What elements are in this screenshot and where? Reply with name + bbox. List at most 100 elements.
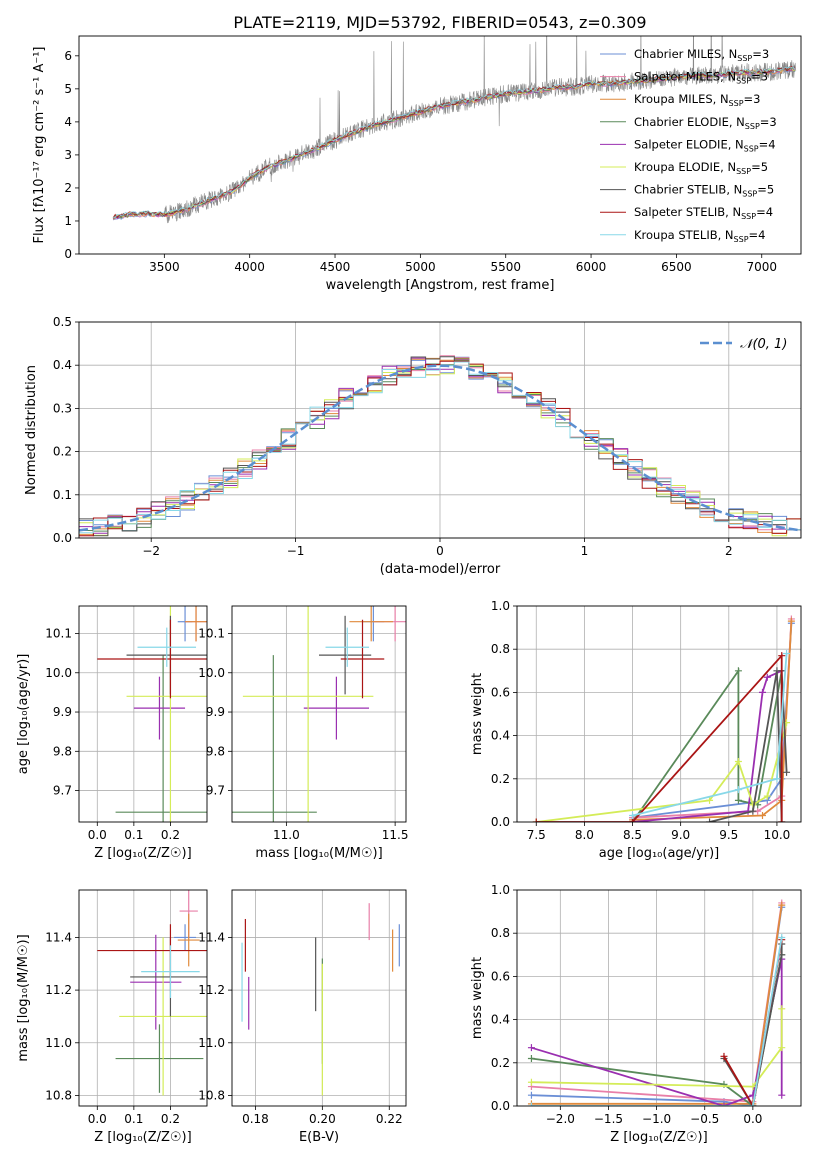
y-tick-label: 0.8 [491,926,510,940]
y-tick-label: 0.4 [491,1013,510,1027]
weight-marker-kroupa_elodie [778,1005,786,1013]
y-tick-label: 9.7 [53,784,72,798]
weight-marker-chabrier_elodie [734,667,742,675]
model-spectrum-kroupa_stelib [113,66,796,219]
gaussian-curve [79,364,801,532]
y-tick-label: 9.8 [206,744,225,758]
x-tick-label: −1.5 [594,1112,623,1126]
legend-label-chabrier_miles: Chabrier MILES, NSSP=3 [634,47,769,63]
mass_vs_Z-errorbars [97,890,207,1096]
y-tick-label: 2 [64,181,72,195]
legend-text: =5 [751,160,768,174]
legend-text: =4 [756,205,773,219]
legend-text: =3 [751,70,768,84]
y-axis-label: mass weight [470,957,485,1039]
y-tick-label: 0.0 [491,1099,510,1113]
legend-text: Salpeter MILES, N [634,70,736,84]
histogram-salpeter_stelib [79,360,801,537]
y-axis-label: mass [log₁₀(M/M☉)] [16,934,31,1061]
x-axis-label: Z [log₁₀(Z/Z☉)] [94,846,191,861]
legend-label-salpeter_elodie: Salpeter ELODIE, NSSP=4 [634,137,776,153]
y-tick-label: 0.4 [491,729,510,743]
y-tick-label: 9.9 [53,705,72,719]
legend-text: Chabrier ELODIE, N [634,115,745,129]
age_vs_mass-errorbars [232,606,406,822]
y-tick-label: 11.4 [45,930,72,944]
y-tick-label: 10.8 [45,1088,72,1102]
legend-text: Salpeter ELODIE, N [634,137,744,151]
legend-label-kroupa_stelib: Kroupa STELIB, NSSP=4 [634,228,765,244]
figure-title: PLATE=2119, MJD=53792, FIBERID=0543, z=0… [233,13,646,32]
weight-marker-chabrier_stelib [749,807,757,815]
model-spectrum-salpeter_stelib [112,66,796,219]
x-tick-label: 0.0 [743,1112,762,1126]
legend-subscript: SSP [742,190,757,199]
weight-line-kroupa_stelib [632,653,788,817]
legend-subscript: SSP [729,99,744,108]
legend-subscript: SSP [745,122,760,131]
axes-age_vs_Z: 0.0 0.1 0.2 9.7 9.8 9.9 10.0 10.1 Z [log₁₀(Z/Z☉)… [16,606,207,861]
y-tick-label: 10.1 [45,626,72,640]
residuals-frame [78,321,802,539]
x-tick-label: 0.20 [309,1112,336,1126]
legend-subscript: SSP [744,144,759,153]
x-tick-label: 0.0 [88,828,107,842]
x-axis-label: Z [log₁₀(Z/Z☉)] [94,1130,191,1145]
y-tick-label: 0.3 [53,401,72,415]
x-tick-label: 11.0 [273,828,300,842]
mass_weight_vs_Z-frame [516,889,802,1107]
x-tick-label: −1.0 [642,1112,671,1126]
x-tick-label: −1 [287,544,305,558]
histogram-chabrier_stelib [79,356,801,537]
x-axis-label: age [log₁₀(age/yr)] [599,846,720,861]
y-tick-label: 10.1 [198,626,225,640]
y-tick-label: 0 [64,247,72,261]
weight-marker-kroupa_elodie [734,758,742,766]
x-tick-label: 8.5 [623,828,642,842]
weight-marker-chabrier_miles [527,1091,535,1099]
x-tick-label: 7.5 [527,828,546,842]
y-tick-label: 0.5 [53,315,72,329]
legend-text: =3 [752,47,769,61]
x-tick-label: −2 [142,544,160,558]
legend-text: Kroupa ELODIE, N [634,160,736,174]
y-tick-label: 6 [64,49,72,63]
weight-marker-kroupa_elodie [749,1083,757,1091]
weight-marker-salpeter_elodie [758,688,766,696]
x-tick-label: 0.18 [242,1112,269,1126]
mass_vs_ebv-errorbars [241,903,400,1096]
legend-text: =4 [749,228,766,242]
y-axis-label: Flux [fλ10⁻¹⁷ erg cm⁻² s⁻¹ A⁻¹] [32,47,47,244]
x-tick-label: 6000 [576,260,607,274]
x-tick-label: 1 [581,544,589,558]
x-tick-label: 9.0 [671,828,690,842]
weight-marker-kroupa_stelib [778,934,786,942]
x-axis-label: Z [log₁₀(Z/Z☉)] [610,1130,707,1145]
weight-marker-salpeter_elodie [778,1091,786,1099]
axes-spectrum: 3500 4000 4500 5000 5500 6000 6500 7000 0 1 2 3 4 5 6 w… [32,47,777,294]
x-axis-label: mass [log₁₀(M/M☉)] [255,846,382,861]
x-axis-label: wavelength [Angstrom, rest frame] [326,278,555,293]
legend-label-chabrier_elodie: Chabrier ELODIE, NSSP=3 [634,115,777,131]
legend-label-kroupa_elodie: Kroupa ELODIE, NSSP=5 [634,160,768,176]
weight-line-salpeter_stelib [536,653,783,822]
mass_weight_vs_Z-lines [527,899,786,1106]
age_vs_Z-frame [78,605,208,823]
y-tick-label: 5 [64,82,72,96]
age_vs_mass-frame [231,605,407,823]
legend-text: Chabrier MILES, N [634,47,737,61]
legend-text: =3 [744,92,761,106]
weight-marker-chabrier_stelib [783,768,791,776]
weight-line-kroupa_elodie [531,1008,783,1088]
observed-spectrum [112,36,797,224]
weight-marker-kroupa_stelib [783,650,791,658]
legend-text: =4 [759,137,776,151]
weight-marker-kroupa_miles [787,617,795,625]
x-tick-label: 4500 [320,260,351,274]
x-axis-label: (data-model)/error [380,562,501,577]
y-tick-label: 0.1 [53,488,72,502]
mass_vs_ebv-frame [231,889,407,1107]
y-tick-label: 1 [64,214,72,228]
weight-marker-salpeter_stelib [532,818,540,822]
